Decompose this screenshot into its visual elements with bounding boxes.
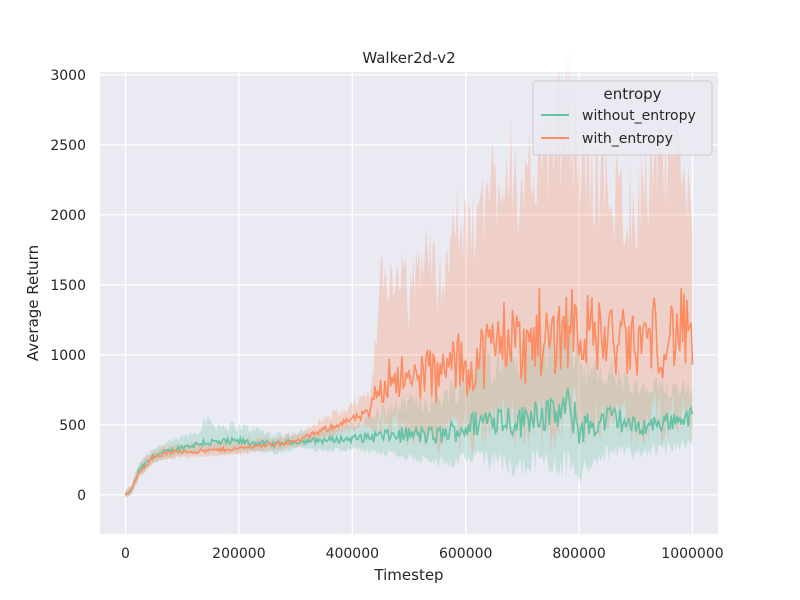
y-tick-label-4: 2000 [50,208,86,224]
band-with_entropy [125,48,693,498]
legend-title: entropy [603,85,661,103]
x-tick-label-3: 600000 [439,546,492,562]
legend-label-with_entropy: with_entropy [582,131,673,147]
y-tick-label-0: 0 [77,488,86,504]
y-tick-label-1: 500 [59,418,86,434]
band-without_entropy [125,305,693,498]
x-tick-label-2: 400000 [326,546,379,562]
chart-title: Walker2d-v2 [362,49,455,67]
series-lines [124,287,694,496]
y-tick-label-3: 1500 [50,278,86,294]
y-tick-label-6: 3000 [50,68,86,84]
confidence-bands [125,48,693,498]
x-tick-labels: 0 200000 400000 600000 800000 1000000 [121,546,724,562]
legend: entropy without_entropy with_entropy [532,80,713,156]
y-tick-label-5: 2500 [50,138,86,154]
y-tick-label-2: 1000 [50,348,86,364]
x-tick-label-1: 200000 [212,546,265,562]
line-without_entropy [124,388,694,495]
line-with_entropy [124,287,694,496]
x-axis-label: Timestep [373,566,443,584]
legend-label-without_entropy: without_entropy [582,108,696,124]
legend-box [532,80,713,156]
y-axis-label: Average Return [24,245,42,361]
x-tick-label-5: 1000000 [661,546,723,562]
y-tick-labels: 0 500 1000 1500 2000 2500 3000 [50,68,86,504]
x-tick-label-0: 0 [121,546,130,562]
x-tick-label-4: 800000 [552,546,605,562]
grid [100,72,718,534]
